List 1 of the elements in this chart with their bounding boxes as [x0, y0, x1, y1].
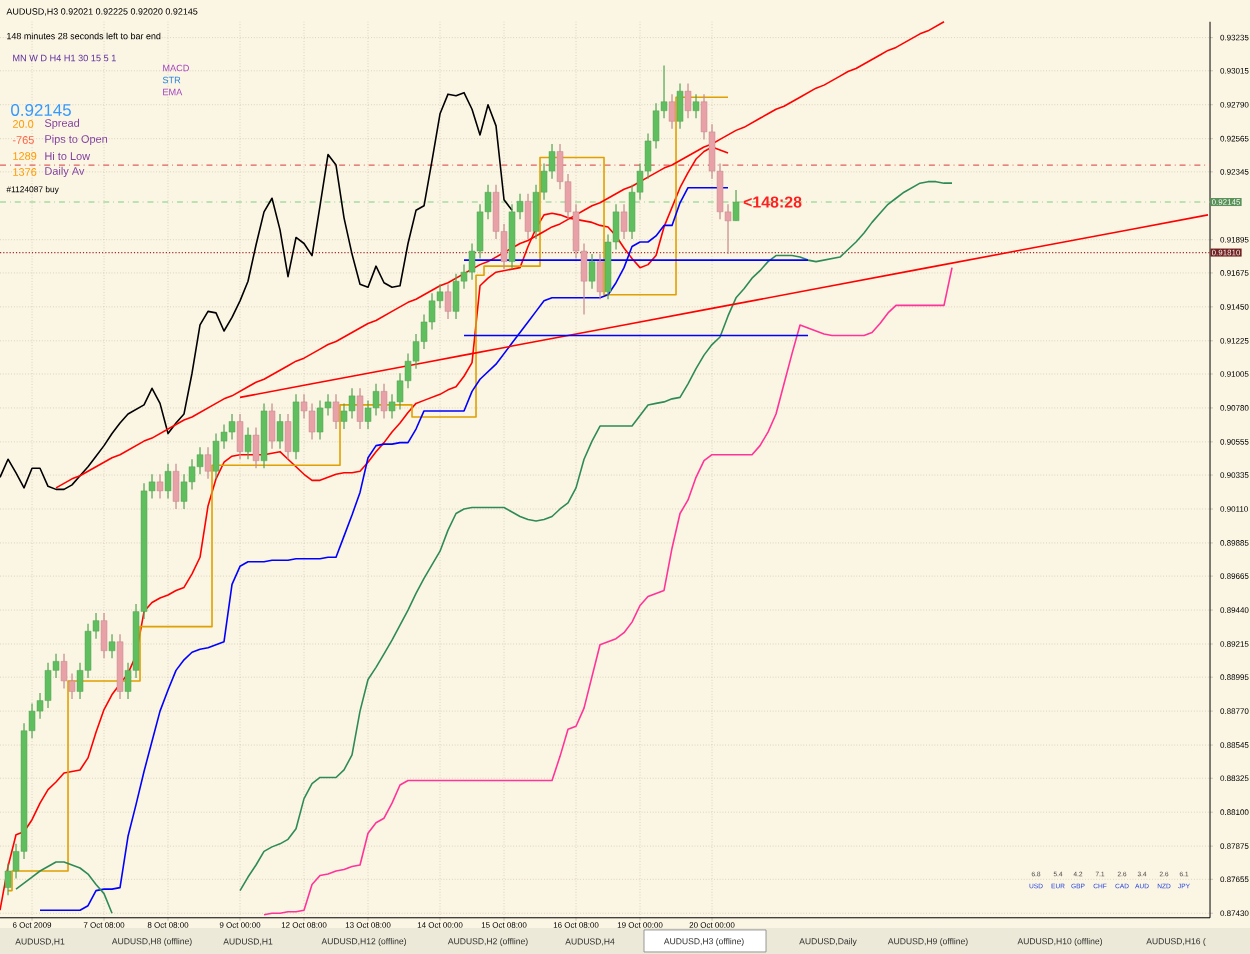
annotation: 0.92145 [11, 104, 71, 116]
